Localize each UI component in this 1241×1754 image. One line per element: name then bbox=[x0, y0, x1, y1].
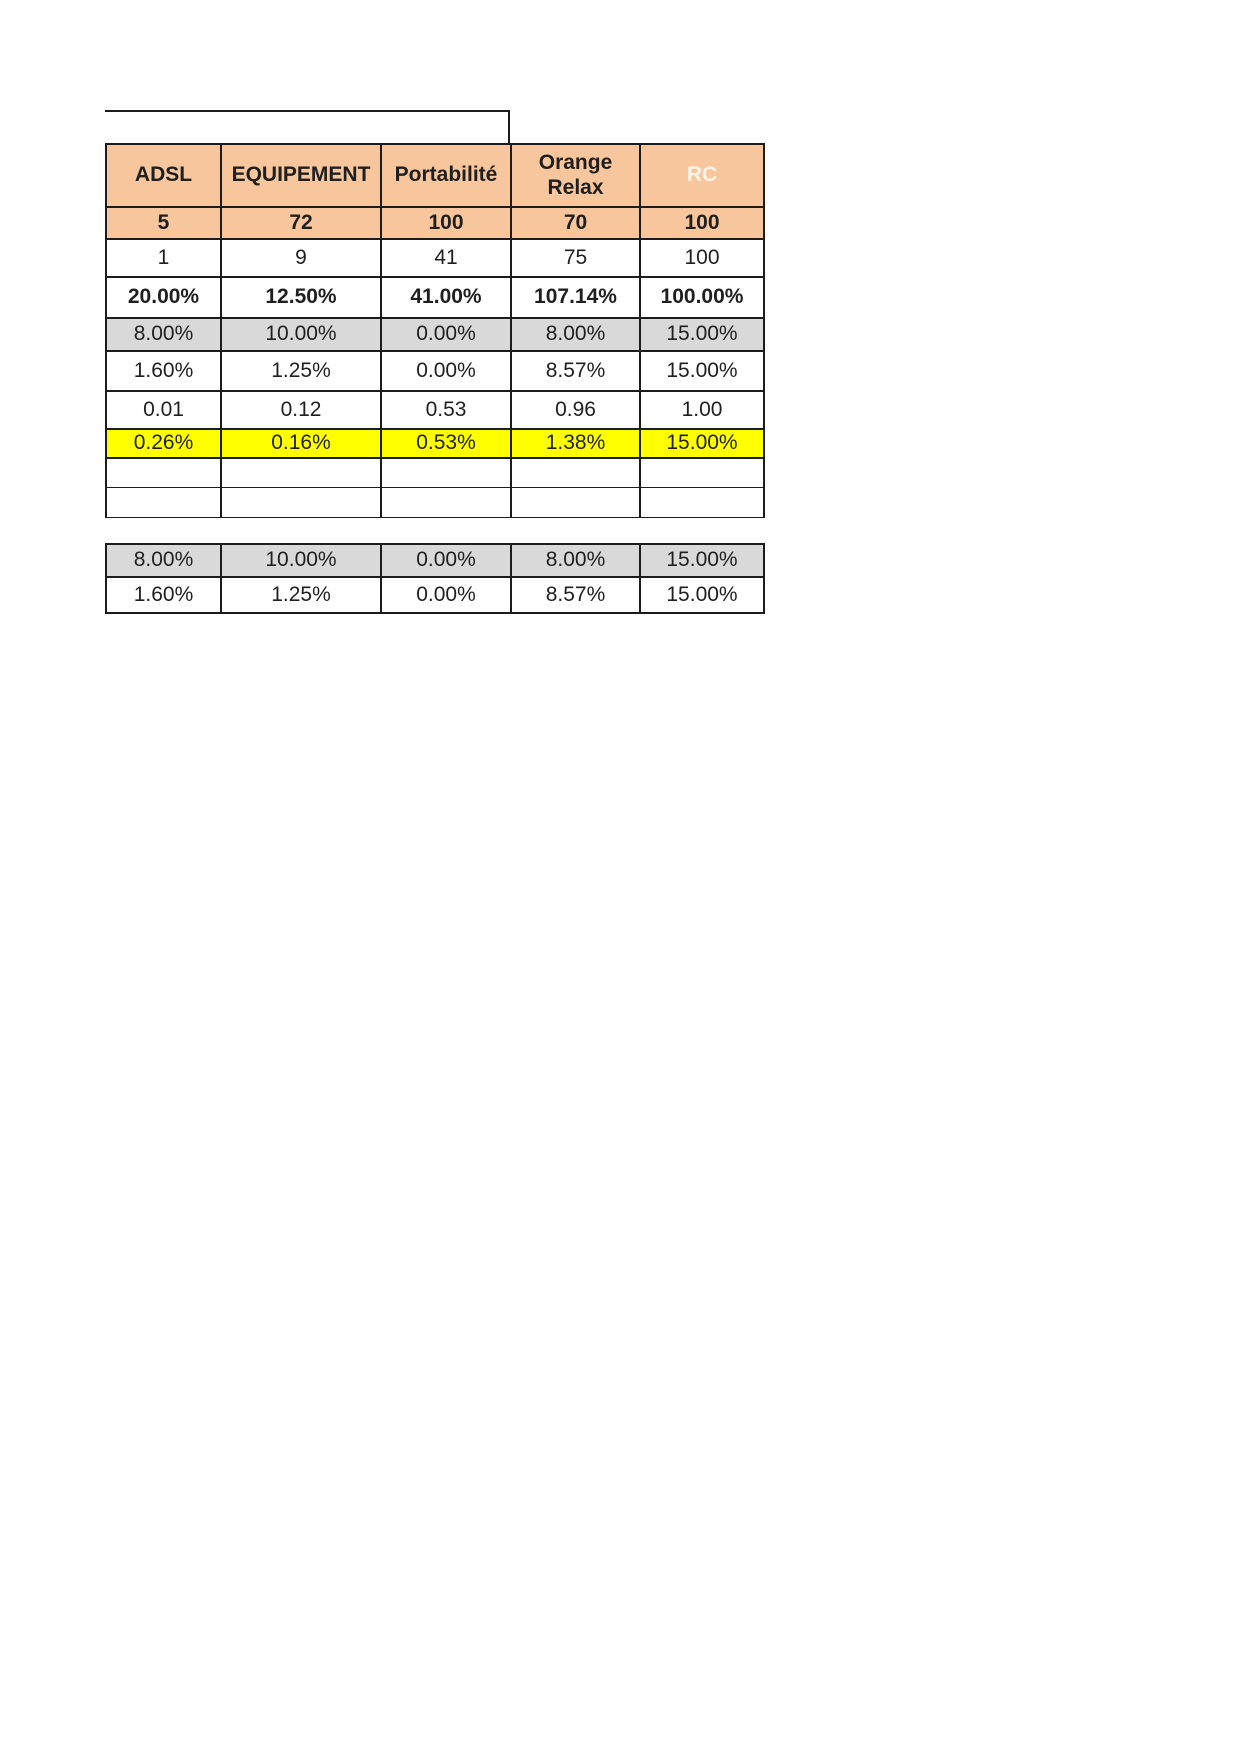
table-cell: 1.25% bbox=[220, 578, 380, 612]
table-cell: 107.14% bbox=[510, 278, 639, 317]
table-row: 1.60% 1.25% 0.00% 8.57% 15.00% bbox=[107, 350, 763, 390]
table-cell: 41 bbox=[380, 240, 510, 276]
table-cell: 72 bbox=[220, 208, 380, 238]
table-cell: 20.00% bbox=[127, 285, 200, 309]
data-table-lower-block: 8.00% 10.00% 0.00% 8.00% 15.00% 1.60% 1.… bbox=[105, 543, 765, 614]
table-cell: 1.60% bbox=[133, 582, 194, 606]
table-row-empty bbox=[107, 457, 763, 487]
table-cell: 0.00% bbox=[380, 545, 510, 576]
table-cell: 100 bbox=[639, 208, 763, 238]
column-header-adsl: ADSL bbox=[134, 163, 193, 187]
table-cell: 1 bbox=[157, 245, 170, 269]
column-header-portabilite: Portabilité bbox=[380, 145, 510, 206]
table-cell: 15.00% bbox=[639, 578, 763, 612]
table-cell: 10.00% bbox=[220, 545, 380, 576]
table-row-empty bbox=[107, 487, 763, 517]
table-row: 1 9 41 75 100 bbox=[107, 238, 763, 276]
table-row: 5 72 100 70 100 bbox=[107, 206, 763, 238]
table-row: 8.00% 10.00% 0.00% 8.00% 15.00% bbox=[107, 545, 763, 576]
table-cell: 0.26% bbox=[133, 431, 194, 455]
table-cell bbox=[510, 488, 639, 517]
table-cell: 1.60% bbox=[133, 358, 194, 382]
table-cell bbox=[380, 459, 510, 487]
table-row-highlighted: 0.26% 0.16% 0.53% 1.38% 15.00% bbox=[107, 428, 763, 457]
table-cell: 15.00% bbox=[639, 319, 763, 350]
table-cell: 8.00% bbox=[133, 322, 194, 346]
table-cell: 8.57% bbox=[510, 578, 639, 612]
table-cell: 12.50% bbox=[220, 278, 380, 317]
merged-cells-outline bbox=[105, 110, 510, 143]
table-cell: 8.57% bbox=[510, 352, 639, 390]
table-cell: 1.25% bbox=[220, 352, 380, 390]
table-cell: 100.00% bbox=[639, 278, 763, 317]
table-cell: 15.00% bbox=[639, 352, 763, 390]
table-cell: 100 bbox=[639, 240, 763, 276]
table-cell: 1.00 bbox=[639, 392, 763, 428]
table-cell: 9 bbox=[220, 240, 380, 276]
table-cell: 0.01 bbox=[143, 397, 184, 421]
table-cell: 100 bbox=[380, 208, 510, 238]
table-cell: 15.00% bbox=[639, 430, 763, 457]
table-cell: 0.96 bbox=[510, 392, 639, 428]
table-cell: 5 bbox=[157, 210, 170, 234]
table-row: 1.60% 1.25% 0.00% 8.57% 15.00% bbox=[107, 576, 763, 612]
table-cell: 10.00% bbox=[220, 319, 380, 350]
table-cell: 1.38% bbox=[510, 430, 639, 457]
column-header-equipement: EQUIPEMENT bbox=[220, 145, 380, 206]
table-row: 20.00% 12.50% 41.00% 107.14% 100.00% bbox=[107, 276, 763, 317]
table-cell: 75 bbox=[510, 240, 639, 276]
table-cell: 0.53 bbox=[380, 392, 510, 428]
table-cell bbox=[380, 488, 510, 517]
column-header-orange-relax: Orange Relax bbox=[510, 145, 639, 206]
table-cell: 0.12 bbox=[220, 392, 380, 428]
table-cell bbox=[220, 488, 380, 517]
table-cell bbox=[510, 459, 639, 487]
table-cell: 0.00% bbox=[380, 578, 510, 612]
table-cell: 70 bbox=[510, 208, 639, 238]
table-cell: 41.00% bbox=[380, 278, 510, 317]
table-cell bbox=[639, 459, 763, 487]
table-cell: 0.00% bbox=[380, 319, 510, 350]
table-row: 0.01 0.12 0.53 0.96 1.00 bbox=[107, 390, 763, 428]
table-cell: 0.00% bbox=[380, 352, 510, 390]
table-cell: 0.16% bbox=[220, 430, 380, 457]
table-cell: 15.00% bbox=[639, 545, 763, 576]
table-cell: 8.00% bbox=[510, 545, 639, 576]
table-cell: 8.00% bbox=[133, 548, 194, 572]
data-table: ADSL EQUIPEMENT Portabilité Orange Relax… bbox=[105, 143, 765, 518]
table-cell bbox=[107, 459, 220, 487]
table-cell bbox=[107, 488, 220, 517]
table-row: 8.00% 10.00% 0.00% 8.00% 15.00% bbox=[107, 317, 763, 350]
column-header-rc: RC bbox=[639, 145, 763, 206]
table-cell: 8.00% bbox=[510, 319, 639, 350]
table-cell: 0.53% bbox=[380, 430, 510, 457]
table-cell bbox=[220, 459, 380, 487]
table-header-row: ADSL EQUIPEMENT Portabilité Orange Relax… bbox=[107, 145, 763, 206]
table-cell bbox=[639, 488, 763, 517]
